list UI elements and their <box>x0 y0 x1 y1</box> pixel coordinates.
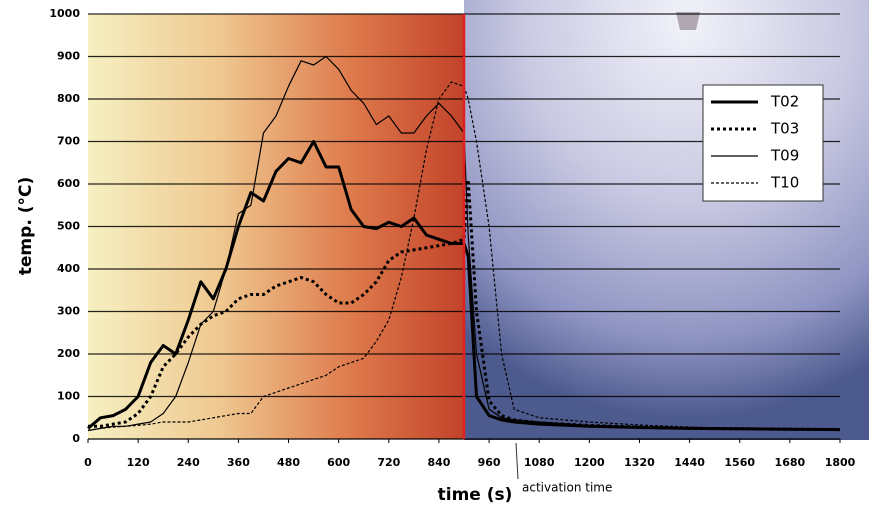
x-tick-label: 1200 <box>574 456 605 469</box>
y-tick-label: 0 <box>72 432 80 445</box>
x-tick-label: 1560 <box>724 456 755 469</box>
x-tick-label: 720 <box>377 456 400 469</box>
y-tick-label: 300 <box>57 305 80 318</box>
y-tick-label: 1000 <box>49 7 80 20</box>
y-axis-label: temp. (°C) <box>16 177 36 275</box>
legend-label: T03 <box>770 120 799 138</box>
x-tick-label: 1800 <box>825 456 856 469</box>
legend-label: T09 <box>770 147 799 165</box>
y-tick-label: 900 <box>57 50 80 63</box>
x-tick-label: 840 <box>427 456 450 469</box>
y-tick-label: 400 <box>57 262 80 275</box>
x-tick-label: 1320 <box>624 456 655 469</box>
background <box>88 0 869 440</box>
series-line <box>87 140 841 432</box>
nozzle <box>676 12 700 30</box>
x-tick-label: 240 <box>177 456 200 469</box>
x-tick-label: 960 <box>478 456 501 469</box>
legend-label: T10 <box>770 174 799 192</box>
x-tick-label: 1680 <box>775 456 806 469</box>
series-line <box>87 55 841 432</box>
legend: T02 T03 T09 T10 <box>702 84 824 202</box>
x-axis-label: time (s) <box>438 485 513 505</box>
y-tick-label: 200 <box>57 347 80 360</box>
lines <box>87 55 841 432</box>
ticks: 0 100 200 300 400 500 600 700 800 900 1000 0 120 240 3… <box>49 7 855 495</box>
series-line <box>87 81 841 432</box>
legend-label: T02 <box>770 93 799 111</box>
y-tick-label: 600 <box>57 177 80 190</box>
spray-region <box>464 0 869 440</box>
legend-box <box>702 84 824 202</box>
annotation-text: activation time <box>522 481 612 495</box>
x-tick-label: 1080 <box>524 456 555 469</box>
x-tick-label: 360 <box>227 456 250 469</box>
x-tick-label: 120 <box>127 456 150 469</box>
x-tick-label: 600 <box>327 456 350 469</box>
x-tick-label: 1440 <box>674 456 705 469</box>
annotation-pointer <box>515 442 519 480</box>
x-tick-label: 0 <box>84 456 92 469</box>
y-tick-label: 800 <box>57 92 80 105</box>
x-tick-label: 480 <box>277 456 300 469</box>
y-tick-label: 700 <box>57 135 80 148</box>
y-tick-label: 100 <box>57 390 80 403</box>
y-tick-label: 500 <box>57 220 80 233</box>
